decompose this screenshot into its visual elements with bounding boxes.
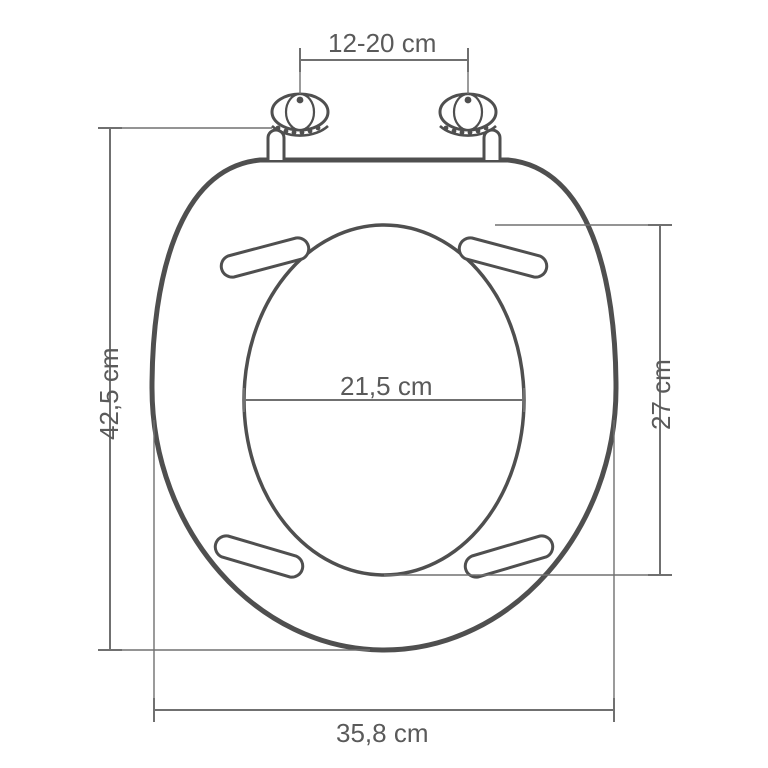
- hinge-left: [268, 94, 328, 160]
- label-inner-height: 27 cm: [648, 359, 674, 430]
- label-hinge-spacing: 12-20 cm: [328, 30, 436, 56]
- hinge-right: [440, 94, 500, 160]
- label-outer-width: 35,8 cm: [336, 720, 429, 746]
- diagram-canvas: 12-20 cm 35,8 cm 21,5 cm 42,5 cm 27 cm: [0, 0, 768, 768]
- label-outer-height: 42,5 cm: [96, 348, 122, 441]
- label-inner-width: 21,5 cm: [336, 373, 437, 399]
